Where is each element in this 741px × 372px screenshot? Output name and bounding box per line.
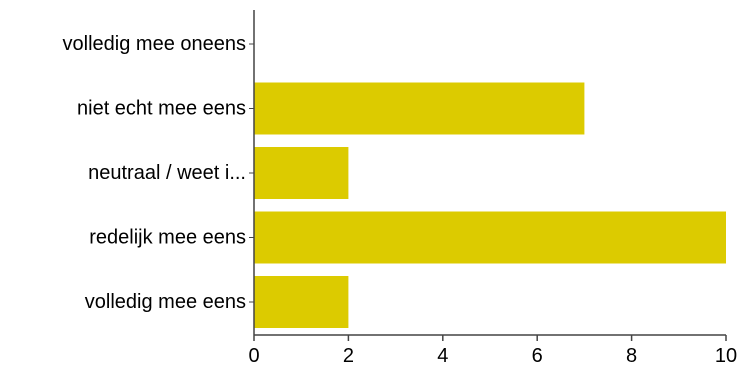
x-tick-labels: 0 2 4 6 8 10: [248, 345, 737, 367]
category-label: niet echt mee eens: [77, 98, 246, 120]
category-label: volledig mee eens: [85, 291, 246, 313]
x-tick-label: 6: [532, 345, 543, 367]
bars: [254, 82, 726, 328]
bar-4: [254, 276, 349, 328]
x-tick-label: 4: [437, 345, 448, 367]
category-labels: volledig mee oneens niet echt mee eens neu…: [63, 33, 246, 313]
bar-2: [254, 147, 349, 199]
x-tick-label: 10: [715, 345, 737, 367]
category-label: neutraal / weet i...: [88, 162, 246, 184]
category-label: volledig mee oneens: [63, 33, 246, 55]
category-label: redelijk mee eens: [89, 227, 246, 249]
x-tick-label: 0: [248, 345, 259, 367]
bar-3: [254, 211, 726, 264]
bar-1: [254, 82, 585, 135]
x-tick-label: 8: [626, 345, 637, 367]
x-tick-label: 2: [343, 345, 354, 367]
axes: [249, 10, 727, 341]
